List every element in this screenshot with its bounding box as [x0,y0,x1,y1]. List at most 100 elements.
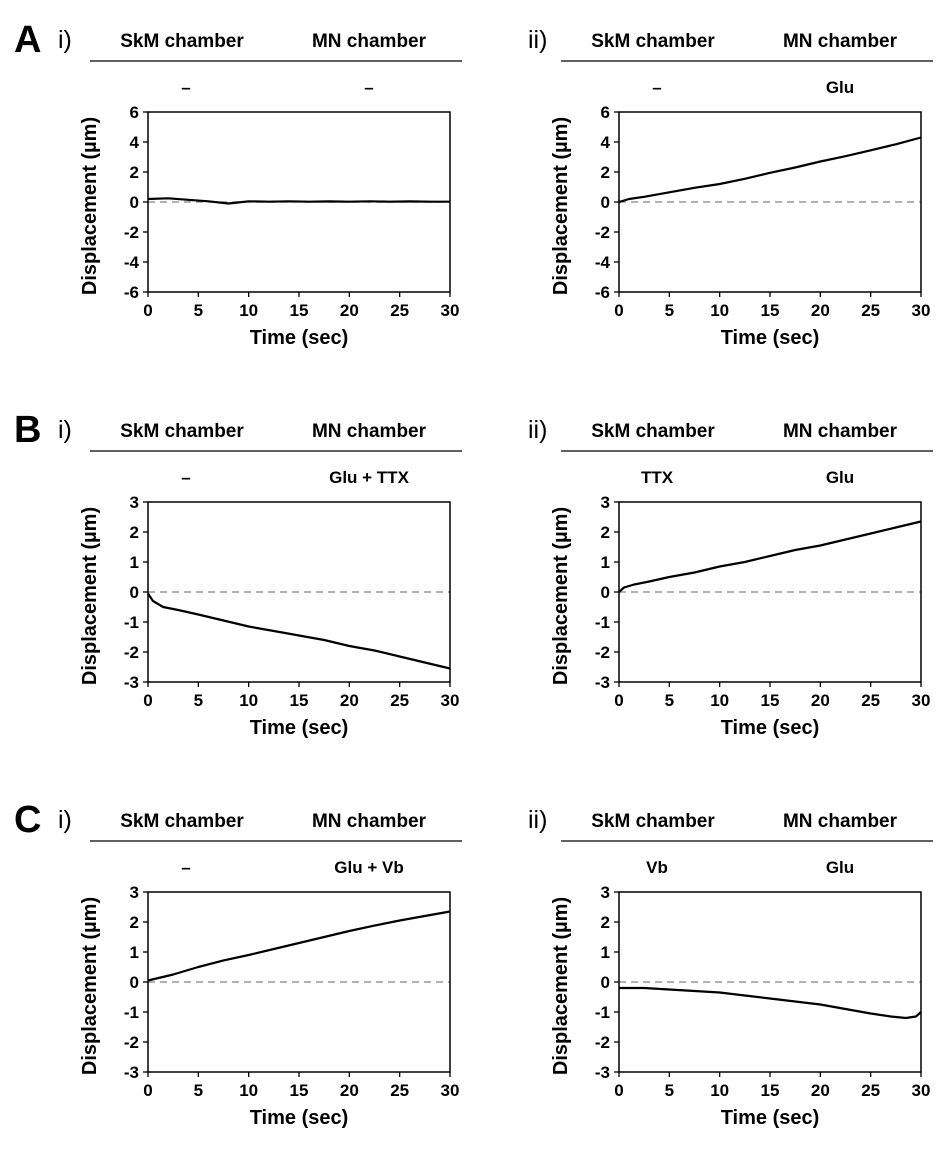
displacement-series-line [619,986,922,1020]
y-tick-label: 0 [130,973,139,992]
x-tick-label: 5 [665,1081,674,1100]
x-tick-label: 25 [390,691,409,710]
displacement-series-line [147,197,450,205]
x-tick-label: 25 [861,1081,880,1100]
mn-treatment-label: Glu + Vb [334,858,403,877]
mn-treatment-label: Glu [826,858,854,877]
mn-chamber-header: MN chamber [783,31,898,52]
y-axis-title: Displacement (µm) [79,897,101,1075]
x-tick-label: 5 [194,1081,203,1100]
y-axis-title: Displacement (µm) [550,507,572,685]
skm-chamber-header: SkM chamber [591,811,715,832]
y-tick-label: -4 [595,253,611,272]
x-axis-title: Time (sec) [250,327,349,349]
y-tick-label: -2 [595,643,610,662]
subpanel-label: ii) [528,26,547,54]
y-tick-label: 4 [601,133,611,152]
x-tick-label: 5 [194,691,203,710]
x-tick-label: 5 [665,301,674,320]
y-tick-label: 0 [601,583,610,602]
y-tick-label: 2 [601,163,610,182]
y-tick-label: -4 [124,253,140,272]
x-axis-title: Time (sec) [721,717,820,739]
skm-treatment-label: Vb [646,858,668,877]
x-tick-label: 0 [614,691,623,710]
x-tick-label: 15 [290,691,309,710]
y-axis-title: Displacement (µm) [79,507,101,685]
y-tick-label: 6 [130,103,139,122]
x-tick-label: 30 [441,1081,460,1100]
y-tick-label: 0 [130,193,139,212]
x-tick-label: 10 [239,1081,258,1100]
displacement-series-line [618,136,922,204]
mn-chamber-header: MN chamber [783,421,898,442]
x-tick-label: 0 [143,301,152,320]
x-tick-label: 0 [143,691,152,710]
subpanel-label: ii) [528,806,547,834]
y-tick-label: -2 [124,1033,139,1052]
panel-letter-c: C [14,799,41,841]
x-tick-label: 20 [811,1081,830,1100]
y-tick-label: 6 [601,103,610,122]
subplot-c-i: i) SkM chamber MN chamber– Glu + Vb0 5 10 15 20… [58,806,462,1129]
subpanel-label: ii) [528,416,547,444]
x-tick-label: 5 [665,691,674,710]
y-tick-label: -6 [124,283,139,302]
x-tick-label: 10 [710,1081,729,1100]
y-tick-label: 0 [601,973,610,992]
y-tick-label: 1 [601,943,610,962]
x-tick-label: 5 [194,301,203,320]
x-tick-label: 30 [912,691,931,710]
subpanel-label: i) [58,26,72,54]
y-tick-label: 2 [130,163,139,182]
skm-chamber-header: SkM chamber [120,811,244,832]
skm-chamber-header: SkM chamber [120,31,244,52]
y-tick-label: 3 [601,493,610,512]
x-tick-label: 10 [710,691,729,710]
skm-treatment-label: – [652,78,661,97]
x-tick-label: 20 [340,691,359,710]
y-tick-label: 1 [130,553,139,572]
x-tick-label: 0 [143,1081,152,1100]
x-tick-label: 25 [390,1081,409,1100]
y-tick-label: -1 [124,1003,139,1022]
x-tick-label: 15 [761,1081,780,1100]
skm-treatment-label: TTX [641,468,674,487]
x-tick-label: 0 [614,1081,623,1100]
x-tick-label: 20 [340,301,359,320]
skm-treatment-label: – [181,858,190,877]
skm-chamber-header: SkM chamber [591,421,715,442]
y-tick-label: -3 [124,1063,139,1082]
x-tick-label: 25 [861,301,880,320]
x-tick-label: 30 [441,691,460,710]
displacement-series-line [147,910,451,982]
y-tick-label: 3 [130,883,139,902]
y-tick-label: 4 [130,133,140,152]
subpanel-label: i) [58,416,72,444]
y-tick-label: -2 [124,643,139,662]
y-tick-label: -3 [595,1063,610,1082]
x-axis-title: Time (sec) [721,1107,820,1129]
y-tick-label: -1 [595,1003,610,1022]
x-tick-label: 25 [861,691,880,710]
y-tick-label: -2 [124,223,139,242]
y-tick-label: 3 [601,883,610,902]
x-tick-label: 15 [761,691,780,710]
x-tick-label: 0 [614,301,623,320]
mn-chamber-header: MN chamber [312,811,427,832]
y-axis-title: Displacement (µm) [79,117,101,295]
y-tick-label: 2 [601,913,610,932]
x-tick-label: 10 [239,691,258,710]
x-tick-label: 20 [811,691,830,710]
x-tick-label: 25 [390,301,409,320]
skm-treatment-label: – [181,468,190,487]
y-tick-label: -2 [595,223,610,242]
mn-chamber-header: MN chamber [312,31,427,52]
panel-letter-b: B [14,409,41,451]
y-tick-label: -1 [124,613,139,632]
x-tick-label: 20 [811,301,830,320]
y-tick-label: 2 [601,523,610,542]
subplot-a-i: i) SkM chamber MN chamber– –0 5 10 15 20 25 30642… [58,26,462,349]
x-tick-label: 10 [239,301,258,320]
